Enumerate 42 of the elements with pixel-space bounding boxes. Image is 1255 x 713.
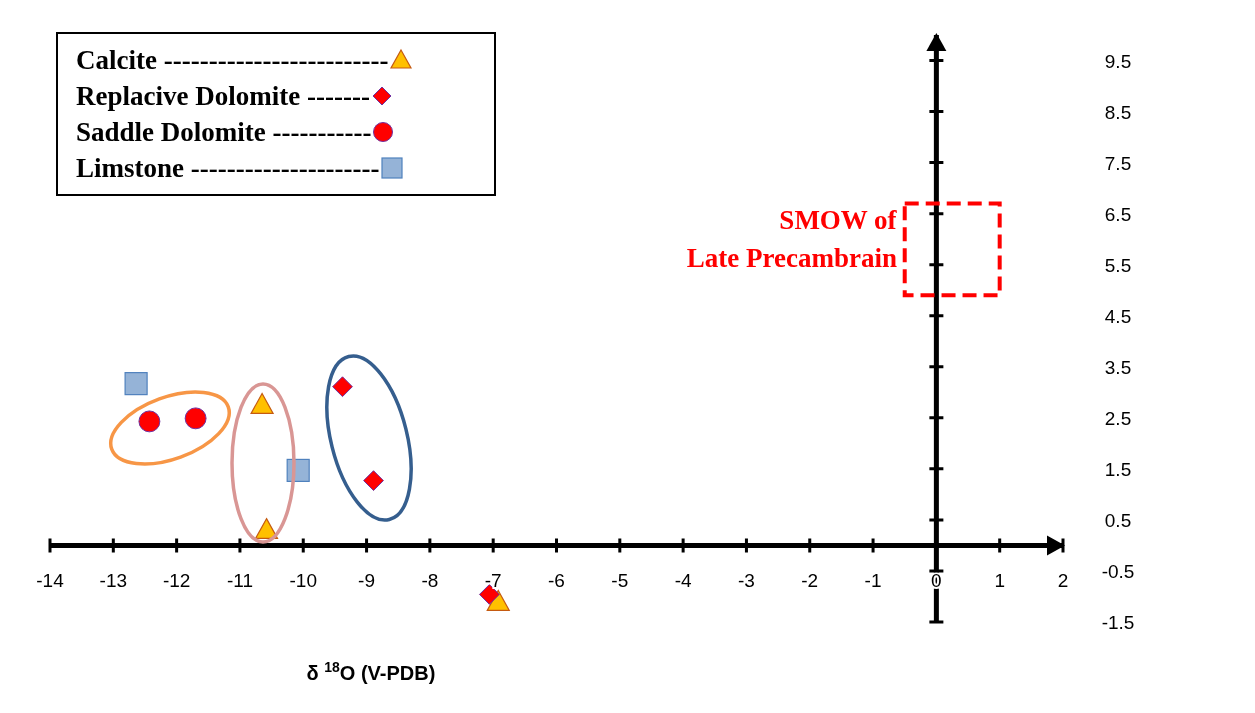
x-tick-label: 1 bbox=[994, 570, 1005, 592]
legend-label: Replacive Dolomite ------- bbox=[76, 80, 370, 112]
point bbox=[138, 410, 161, 433]
y-tick-label: 8.5 bbox=[1104, 101, 1132, 123]
x-tick-label: -7 bbox=[484, 570, 502, 592]
x-tick-label: -3 bbox=[737, 570, 755, 592]
legend-label: Limstone --------------------- bbox=[76, 152, 380, 184]
y-tick-label: -1.5 bbox=[1101, 612, 1135, 633]
y-tick-label: 9.5 bbox=[1104, 50, 1132, 72]
x-tick-label: -14 bbox=[36, 570, 65, 592]
x-tick-label: -11 bbox=[226, 570, 253, 592]
point bbox=[332, 376, 353, 398]
x-axis-title: δ $^{18}$O (V-PDB) bbox=[306, 659, 436, 684]
y-tick-label: -0.5 bbox=[1101, 560, 1135, 582]
y-tick-label: 5.5 bbox=[1104, 254, 1132, 276]
point bbox=[363, 470, 384, 492]
x-tick-label: -8 bbox=[421, 570, 439, 592]
x-tick-label: -1 bbox=[864, 570, 882, 592]
y-tick-label: 4.5 bbox=[1104, 305, 1132, 327]
x-tick-label: 2 bbox=[1057, 570, 1069, 592]
y-tick-label: 2.5 bbox=[1104, 407, 1132, 429]
legend-label: Calcite ------------------------- bbox=[76, 44, 389, 76]
x-tick-label: 0 bbox=[931, 570, 942, 592]
y-tick-label: 1.5 bbox=[1104, 458, 1132, 480]
x-tick-label: -6 bbox=[548, 570, 565, 592]
y-tick-label: 6.5 bbox=[1104, 203, 1132, 225]
y-tick-label: 0.5 bbox=[1104, 509, 1132, 531]
point bbox=[184, 407, 207, 430]
point bbox=[124, 372, 148, 396]
annotation: SMOW of Late Precambrain bbox=[686, 205, 898, 273]
x-tick-label: -13 bbox=[99, 570, 128, 592]
point bbox=[250, 392, 274, 414]
legend-label: Saddle Dolomite ----------- bbox=[76, 116, 372, 148]
x-tick-label: -10 bbox=[289, 570, 317, 592]
x-tick-label: -12 bbox=[162, 570, 191, 592]
y-tick-label: 7.5 bbox=[1104, 152, 1132, 174]
x-tick-label: -5 bbox=[611, 570, 629, 592]
y-tick-label: 3.5 bbox=[1104, 356, 1132, 378]
x-tick-label: -2 bbox=[801, 570, 819, 592]
x-tick-label: -9 bbox=[358, 570, 376, 592]
x-tick-label: -4 bbox=[674, 570, 692, 592]
point bbox=[254, 518, 279, 540]
